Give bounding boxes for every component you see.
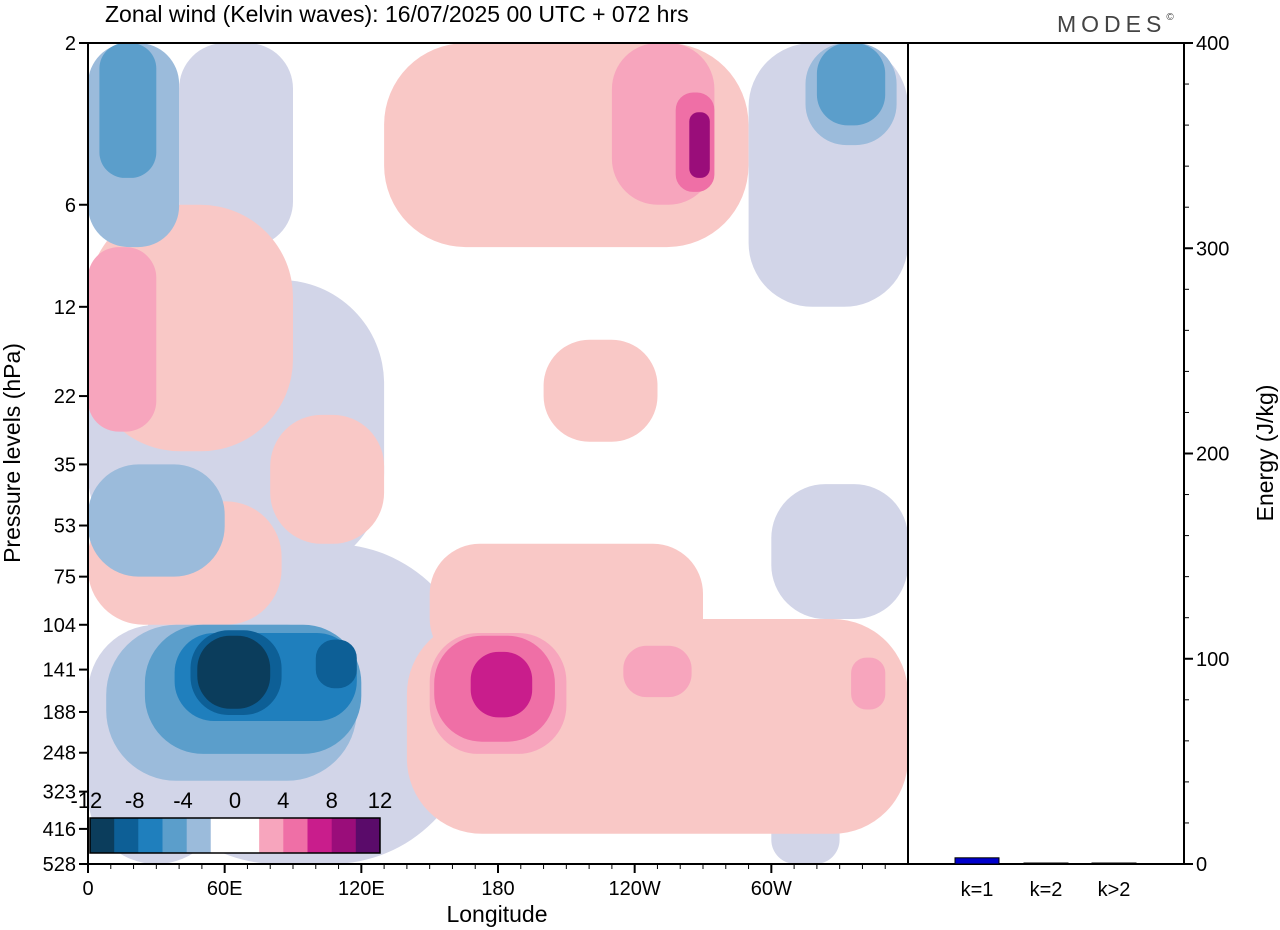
x-tick-label: 120E <box>338 878 385 900</box>
energy-bars: k=1 k=2 k>2 <box>954 857 1137 901</box>
colorbar: -12 -8 -4 0 4 8 12 <box>71 788 392 854</box>
x-tick-label: 60W <box>751 878 792 900</box>
contour-region <box>315 639 357 689</box>
wind-field <box>88 43 908 864</box>
contour-region <box>623 645 692 698</box>
energy-tick-label: 0 <box>1196 854 1207 876</box>
y-axis-label: Pressure levels (hPa) <box>0 343 25 563</box>
energy-bar <box>954 857 1000 865</box>
y-tick-label: 12 <box>54 297 76 319</box>
colorbar-label: -12 <box>71 788 103 813</box>
y-tick-label: 528 <box>43 854 76 876</box>
y-tick-label: 22 <box>54 386 76 408</box>
colorbar-swatch <box>210 818 260 853</box>
y-axis: 2 6 12 22 35 53 75 104 141 188 248 323 416 528 <box>43 33 88 876</box>
y-tick-label: 2 <box>65 33 76 55</box>
colorbar-label: 4 <box>277 788 289 813</box>
colorbar-swatch <box>114 818 139 853</box>
energy-bar <box>1023 862 1069 865</box>
x-axis: 0 60E 120E 180 120W 60W <box>82 864 886 900</box>
colorbar-swatch <box>138 818 163 853</box>
contour-region <box>851 657 886 710</box>
y-tick-label: 188 <box>43 702 76 724</box>
colorbar-swatch <box>307 818 333 853</box>
x-tick-label: 120W <box>609 878 661 900</box>
colorbar-swatch <box>355 818 381 853</box>
colorbar-swatch <box>162 818 188 853</box>
y-tick-label: 75 <box>54 567 76 589</box>
y-tick-label: 323 <box>43 782 76 804</box>
contour-region <box>543 339 658 442</box>
x-tick-label: 180 <box>481 878 514 900</box>
colorbar-frame <box>89 817 381 854</box>
energy-tick-label: 100 <box>1196 649 1229 671</box>
contour-region <box>179 43 293 248</box>
colorbar-label: -8 <box>125 788 145 813</box>
contour-region <box>270 414 385 544</box>
copyright-mark: © <box>1166 12 1174 23</box>
contour-region <box>771 484 908 619</box>
energy-axis-label: Energy (J/kg) <box>1252 385 1278 522</box>
colorbar-label: 0 <box>229 788 241 813</box>
y-tick-label: 53 <box>54 516 76 538</box>
energy-axis: 0 100 200 300 400 <box>1184 33 1229 876</box>
contour-region <box>689 112 710 178</box>
y-tick-label: 248 <box>43 743 76 765</box>
y-tick-label: 416 <box>43 819 76 841</box>
contour-region <box>816 43 886 126</box>
energy-plot-frame <box>907 42 1185 865</box>
contour-region <box>99 43 157 178</box>
y-tick-label: 104 <box>43 615 76 637</box>
x-tick-label: 0 <box>82 878 93 900</box>
colorbar-swatch <box>259 818 284 853</box>
energy-tick-label: 300 <box>1196 238 1229 260</box>
energy-tick-label: 200 <box>1196 444 1229 466</box>
colorbar-swatch <box>331 818 357 853</box>
colorbar-label: -4 <box>173 788 193 813</box>
contour-region <box>470 651 533 718</box>
energy-category-label: k>2 <box>1098 879 1131 901</box>
energy-tick-label: 400 <box>1196 33 1229 55</box>
y-tick-label: 6 <box>65 195 76 217</box>
y-tick-label: 141 <box>43 660 76 682</box>
energy-bar <box>1091 862 1137 865</box>
x-axis-label: Longitude <box>446 901 547 927</box>
colorbar-swatch <box>283 818 308 853</box>
energy-category-label: k=2 <box>1030 879 1063 901</box>
x-tick-label: 60E <box>207 878 243 900</box>
colorbar-swatch <box>90 818 115 853</box>
brand-logo: MODES© <box>1057 11 1174 37</box>
y-tick-label: 35 <box>54 454 76 476</box>
contour-region <box>88 464 225 577</box>
colorbar-swatch <box>186 818 212 853</box>
contour-region <box>197 635 271 709</box>
chart-title: Zonal wind (Kelvin waves): 16/07/2025 00… <box>105 1 689 27</box>
colorbar-label: 12 <box>368 788 392 813</box>
energy-category-label: k=1 <box>961 879 994 901</box>
contour-region <box>88 247 157 432</box>
colorbar-label: 8 <box>326 788 338 813</box>
